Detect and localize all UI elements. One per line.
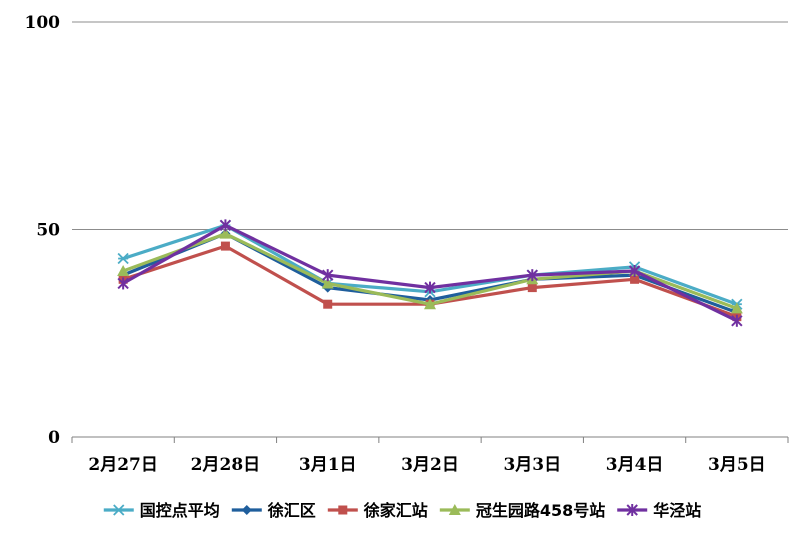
legend-marker	[448, 504, 461, 515]
y-tick-label: 50	[36, 221, 60, 241]
x-tick-label: 3月5日	[708, 455, 766, 475]
x-tick-label: 2月27日	[88, 455, 158, 475]
data-point	[731, 314, 743, 327]
data-point	[630, 274, 640, 284]
legend-marker	[241, 505, 252, 515]
data-point	[117, 252, 129, 265]
legend-label: 国控点平均	[140, 501, 220, 520]
data-point	[219, 219, 232, 232]
x-axis-ticks: 2月27日 2月28日 3月1日 3月2日 3月3日 3月4日 3月5日	[71, 437, 789, 475]
series-4	[117, 219, 743, 327]
legend-item: 华泾站	[617, 501, 701, 520]
legend-label: 华泾站	[653, 501, 701, 520]
legend-item: 冠生园路458号站	[439, 501, 605, 520]
legend-label: 冠生园路458号站	[476, 501, 605, 520]
legend-item: 国控点平均	[103, 501, 220, 520]
x-tick-label: 3月1日	[299, 455, 357, 475]
data-point	[424, 298, 436, 310]
legend-marker	[626, 504, 638, 516]
data-point	[424, 281, 436, 294]
legend-label: 徐家汇站	[363, 501, 428, 520]
data-point	[322, 269, 334, 282]
x-tick-label: 3月3日	[503, 455, 561, 475]
series-group	[117, 219, 743, 327]
data-point	[117, 277, 129, 290]
x-tick-label: 3月4日	[606, 455, 664, 475]
data-point	[219, 227, 232, 239]
data-point	[628, 265, 641, 277]
legend-item: 徐家汇站	[327, 501, 428, 520]
data-point	[117, 265, 130, 276]
data-point	[527, 283, 537, 293]
legend: 国控点平均 徐汇区 徐家汇站 冠生园路458号站 华泾站	[103, 501, 701, 520]
x-tick-label: 3月2日	[401, 455, 459, 475]
legend-item: 徐汇区	[231, 501, 316, 520]
legend-marker	[338, 505, 348, 515]
y-tick-label: 100	[25, 13, 61, 33]
data-point	[323, 299, 333, 309]
data-point	[321, 277, 334, 289]
y-tick-label: 0	[48, 428, 60, 448]
legend-marker	[113, 504, 125, 516]
y-axis-ticks: 0 50 100	[25, 13, 61, 448]
legend-label: 徐汇区	[267, 501, 316, 520]
data-point	[730, 302, 743, 314]
data-point	[220, 241, 230, 251]
x-tick-label: 2月28日	[191, 455, 261, 475]
data-point	[526, 269, 538, 282]
grid-lines	[72, 21, 788, 438]
